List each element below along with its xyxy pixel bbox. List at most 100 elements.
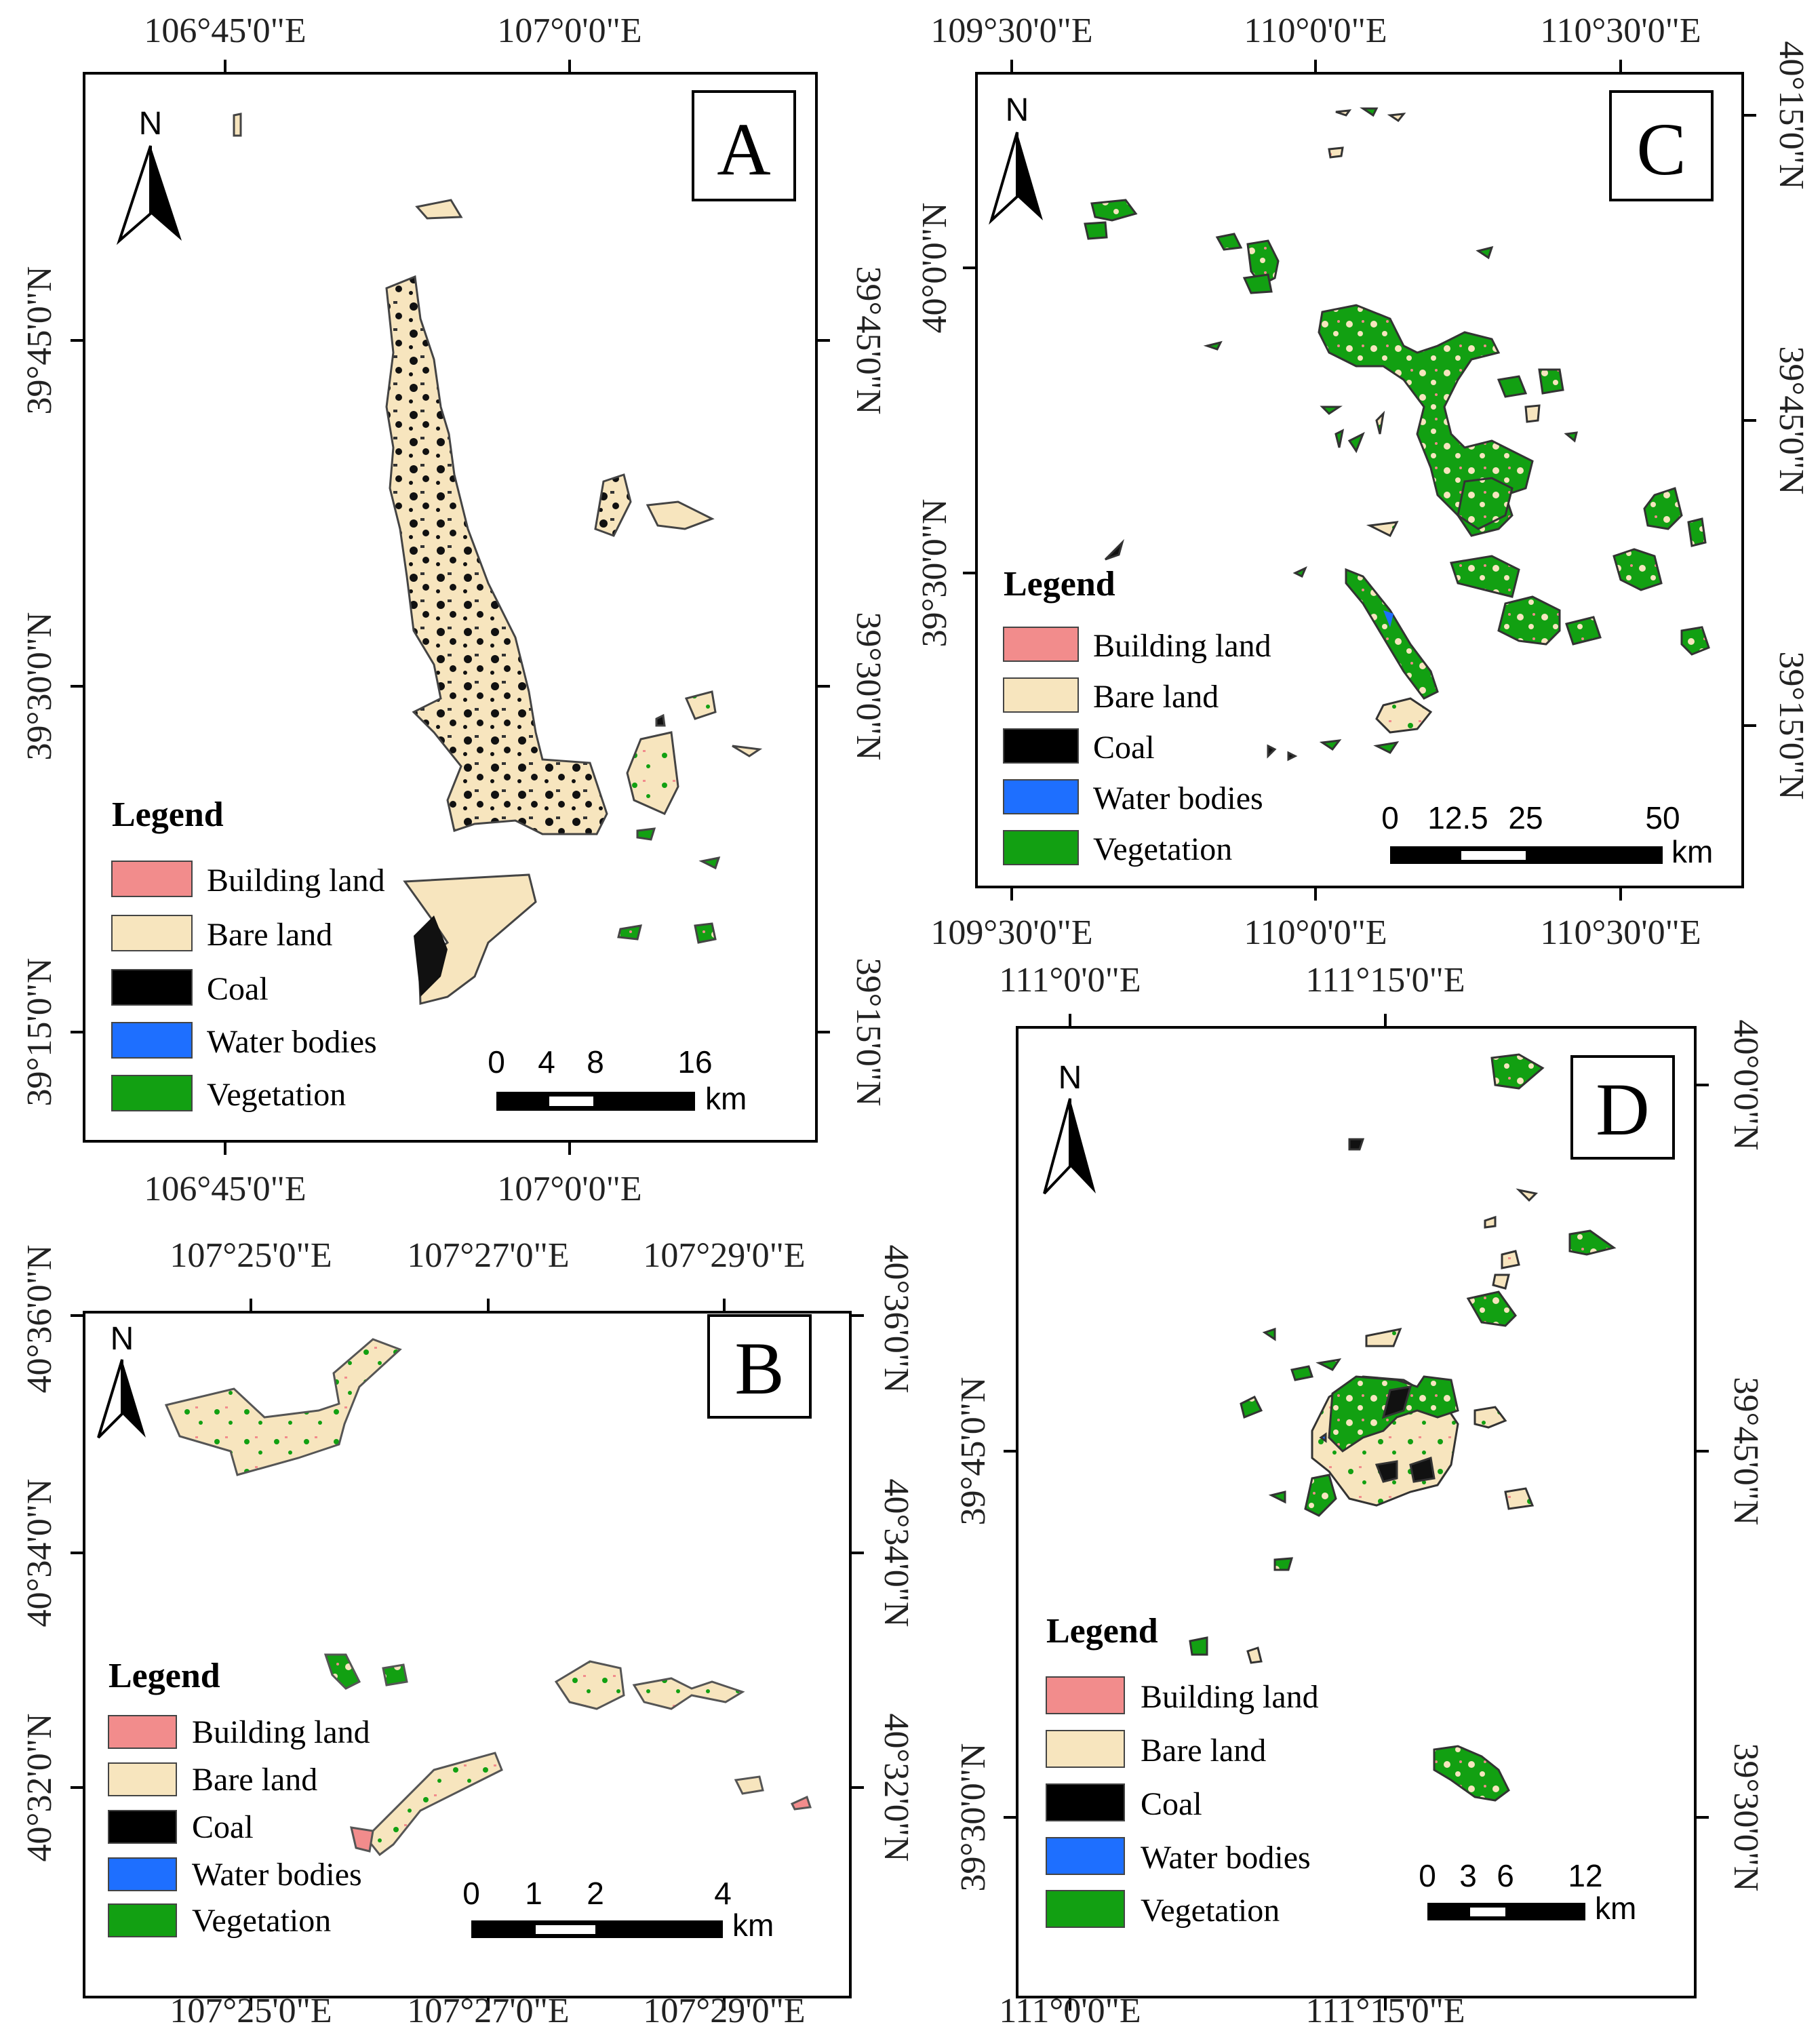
panel-b-left-lat-1: 40°36'0"N [20,1245,59,1394]
panel-b-bottom-lon-3: 107°29'0"E [643,1992,805,2030]
panel-a-right-lat-1: 39°45'0"N [849,267,888,415]
panel-c-legend-vegetation: Vegetation [1093,831,1232,867]
panel-a-legend-coal: Coal [207,971,269,1007]
panel-d-left-lat-2: 39°30'0"N [954,1743,993,1892]
panel-b-left-lat-3: 40°32'0"N [20,1714,59,1862]
panel-c-swatch-water [1003,779,1079,814]
panel-a-legend-water: Water bodies [207,1024,377,1060]
svg-text:N: N [1006,92,1029,128]
panel-b-top-lon-3: 107°29'0"E [643,1236,805,1275]
panel-b-legend-vegetation: Vegetation [192,1903,331,1939]
panel-d-letter: D [1596,1068,1649,1151]
panel-a: 106°45'0"E 107°0'0"E 106°45'0"E 107°0'0"… [20,12,888,1208]
panel-d-letter-box [1570,1055,1675,1160]
panel-a-swatch-vegetation [111,1075,193,1111]
panel-a-right-lat-3: 39°15'0"N [849,958,888,1107]
panel-d-bottom-lon-2: 111°15'0"E [1305,1992,1465,2030]
panel-a-swatch-coal [111,969,193,1006]
svg-text:6: 6 [1497,1858,1514,1893]
panel-c-bottom-lon-1: 109°30'0"E [930,913,1092,952]
panel-a-swatch-building [111,861,193,897]
panel-d-mine-areas [1189,1053,1617,1802]
panel-c-right-lat-1: 40°15'0"N [1772,41,1811,190]
svg-text:N: N [1059,1060,1082,1096]
svg-text:N: N [111,1321,134,1357]
panel-d-legend-building: Building land [1141,1679,1319,1715]
panel-a-top-lon-1: 106°45'0"E [144,12,306,50]
svg-text:0: 0 [1381,800,1399,835]
panel-d-left-lat-1: 39°45'0"N [954,1377,993,1526]
panel-a-scale-unit: km [705,1081,747,1116]
panel-b-bottom-lon-2: 107°27'0"E [407,1992,569,2030]
panel-a-bottom-lon-1: 106°45'0"E [144,1170,306,1208]
panel-d-legend: Legend Building land Bare land Coal Wate… [1046,1612,1319,1929]
panel-d-legend-coal: Coal [1141,1786,1202,1822]
svg-text:8: 8 [587,1044,604,1080]
panel-c-swatch-building [1003,627,1079,662]
svg-text:3: 3 [1459,1858,1477,1893]
panel-c-legend-building: Building land [1093,628,1271,664]
panel-c-letter-box [1609,90,1714,201]
panel-b-bottom-lon-1: 107°25'0"E [170,1992,332,2030]
panel-a-legend-bare: Bare land [207,917,332,953]
panel-c-mine-areas [1084,107,1710,762]
panel-b-left-lat-2: 40°34'0"N [20,1479,59,1627]
panel-d-swatch-bare [1046,1730,1125,1768]
panel-a-left-lat-2: 39°30'0"N [20,612,59,761]
panel-b-legend-title: Legend [108,1657,220,1695]
svg-text:0: 0 [1419,1858,1436,1893]
panel-b-legend-bare: Bare land [192,1762,317,1798]
panel-d-legend-title: Legend [1046,1612,1158,1651]
panel-b-swatch-coal [108,1810,177,1844]
panel-b-top-lon-1: 107°25'0"E [170,1236,332,1275]
panel-b-scale-bar: 0 1 2 4 km [462,1876,774,1943]
panel-d-frame [1016,1026,1697,1998]
panel-c-right-lat-2: 39°45'0"N [1772,347,1811,495]
panel-b-legend-building: Building land [192,1714,370,1750]
svg-text:1: 1 [525,1876,542,1911]
panel-d-north-arrow-icon: N [1043,1060,1096,1195]
panel-d-ticks [1004,1014,1709,2011]
panel-c-swatch-bare [1003,677,1079,713]
svg-text:2: 2 [587,1876,604,1911]
panel-d-right-lat-2: 39°45'0"N [1726,1377,1765,1526]
panel-a-legend: Legend Building land Bare land Coal Wate… [111,795,385,1113]
panel-a-north-arrow-icon: N [116,106,182,245]
panel-b-legend-coal: Coal [192,1809,254,1845]
panel-b-right-lat-2: 40°34'0"N [877,1479,915,1627]
panel-c-swatch-coal [1003,728,1079,764]
panel-b: 107°25'0"E 107°27'0"E 107°29'0"E 107°25'… [20,1236,915,2030]
panel-c-scale-unit: km [1671,834,1713,869]
panel-a-legend-title: Legend [112,795,224,834]
panel-b-legend-water: Water bodies [192,1857,362,1893]
panel-b-scale-unit: km [732,1908,774,1943]
panel-d-scale-unit: km [1595,1891,1636,1926]
panel-d-swatch-building [1046,1676,1125,1714]
panel-b-swatch-bare [108,1762,177,1796]
svg-text:0: 0 [462,1876,480,1911]
panel-c-top-lon-1: 109°30'0"E [930,12,1092,50]
panel-c-legend: Legend Building land Bare land Coal Wate… [1003,565,1271,867]
svg-text:16: 16 [677,1044,712,1080]
svg-text:12: 12 [1568,1858,1602,1893]
svg-text:4: 4 [538,1044,555,1080]
panel-c-scale-bar: 0 12.5 25 50 km [1381,800,1713,869]
panel-b-north-arrow-icon: N [97,1321,146,1439]
panel-c-right-lat-3: 39°15'0"N [1772,652,1811,800]
panel-c-top-lon-3: 110°30'0"E [1540,12,1701,50]
panel-d-swatch-vegetation [1046,1890,1125,1928]
panel-b-legend: Legend Building land Bare land Coal Wate… [108,1657,370,1939]
panel-c-top-lon-2: 110°0'0"E [1244,12,1387,50]
svg-text:4: 4 [714,1876,732,1911]
panel-d-top-lon-2: 111°15'0"E [1305,961,1465,1000]
panel-a-right-lat-2: 39°30'0"N [849,612,888,761]
panel-b-top-lon-2: 107°27'0"E [407,1236,569,1275]
panel-c: 109°30'0"E 110°0'0"E 110°30'0"E 109°30'0… [915,12,1811,952]
panel-b-letter-box [707,1314,812,1419]
panel-c-legend-water: Water bodies [1093,781,1263,816]
panel-b-swatch-water [108,1857,177,1891]
panel-c-bottom-lon-2: 110°0'0"E [1244,913,1387,952]
panel-a-letter: A [717,108,770,191]
panel-d: 111°0'0"E 111°15'0"E 111°0'0"E 111°15'0"… [954,961,1765,2030]
panel-a-top-lon-2: 107°0'0"E [497,12,641,50]
